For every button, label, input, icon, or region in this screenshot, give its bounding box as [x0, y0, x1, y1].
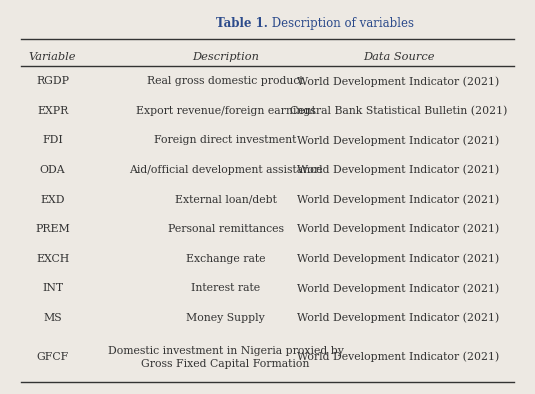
- Text: World Development Indicator (2021): World Development Indicator (2021): [297, 313, 500, 323]
- Text: World Development Indicator (2021): World Development Indicator (2021): [297, 224, 500, 234]
- Text: Data Source: Data Source: [363, 52, 434, 62]
- Text: MS: MS: [43, 313, 62, 323]
- Text: Exchange rate: Exchange rate: [186, 254, 265, 264]
- Text: ODA: ODA: [40, 165, 65, 175]
- Text: World Development Indicator (2021): World Development Indicator (2021): [297, 253, 500, 264]
- Text: GFCF: GFCF: [36, 352, 68, 362]
- Text: EXCH: EXCH: [36, 254, 69, 264]
- Text: World Development Indicator (2021): World Development Indicator (2021): [297, 165, 500, 175]
- Text: World Development Indicator (2021): World Development Indicator (2021): [297, 352, 500, 362]
- Text: World Development Indicator (2021): World Development Indicator (2021): [297, 135, 500, 146]
- Text: Real gross domestic product: Real gross domestic product: [147, 76, 304, 86]
- Text: Aid/official development assistance: Aid/official development assistance: [129, 165, 322, 175]
- Text: Export revenue/foreign earnings: Export revenue/foreign earnings: [136, 106, 316, 116]
- Text: Interest rate: Interest rate: [191, 283, 260, 294]
- Text: PREM: PREM: [35, 224, 70, 234]
- Text: Variable: Variable: [29, 52, 77, 62]
- Text: World Development Indicator (2021): World Development Indicator (2021): [297, 283, 500, 294]
- Text: World Development Indicator (2021): World Development Indicator (2021): [297, 76, 500, 87]
- Text: Foreign direct investment: Foreign direct investment: [155, 136, 297, 145]
- Text: FDI: FDI: [42, 136, 63, 145]
- Text: Description of variables: Description of variables: [268, 17, 414, 30]
- Text: INT: INT: [42, 283, 63, 294]
- Text: RGDP: RGDP: [36, 76, 69, 86]
- Text: EXD: EXD: [40, 195, 65, 204]
- Text: Domestic investment in Nigeria proxied by
Gross Fixed Capital Formation: Domestic investment in Nigeria proxied b…: [108, 346, 343, 369]
- Text: Money Supply: Money Supply: [186, 313, 265, 323]
- Text: Central Bank Statistical Bulletin (2021): Central Bank Statistical Bulletin (2021): [290, 106, 507, 116]
- Text: World Development Indicator (2021): World Development Indicator (2021): [297, 194, 500, 205]
- Text: Description: Description: [192, 52, 259, 62]
- Text: Personal remittances: Personal remittances: [167, 224, 284, 234]
- Text: EXPR: EXPR: [37, 106, 68, 116]
- Text: Table 1.: Table 1.: [216, 17, 268, 30]
- Text: External loan/debt: External loan/debt: [174, 195, 277, 204]
